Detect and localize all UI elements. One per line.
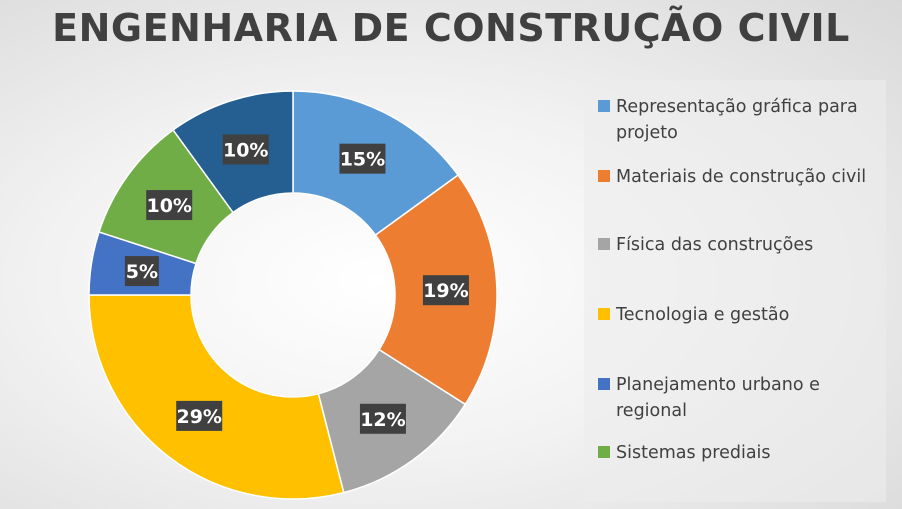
legend-label: Representação gráfica para projeto <box>616 97 858 143</box>
data-label-box <box>222 134 269 165</box>
data-label-text: 19% <box>423 280 468 302</box>
data-label-text: 10% <box>146 195 191 217</box>
data-label: 12% <box>359 403 406 434</box>
legend-swatch <box>598 308 610 320</box>
data-label-text: 10% <box>223 139 268 161</box>
legend-label: Materiais de construção civil <box>616 167 867 187</box>
legend-swatch <box>598 378 610 390</box>
chart-title: ENGENHARIA DE CONSTRUÇÃO CIVIL <box>52 6 850 50</box>
data-label-box <box>176 400 223 431</box>
data-label-text: 12% <box>360 409 405 431</box>
legend-label: Tecnologia e gestão <box>616 305 790 325</box>
data-label-text: 29% <box>176 406 221 428</box>
data-label: 19% <box>422 275 469 306</box>
legend-label: Sistemas prediais <box>616 443 771 463</box>
data-label-text: 5% <box>126 261 158 283</box>
donut-slice <box>88 294 345 500</box>
data-label-text: 15% <box>340 149 385 171</box>
legend-swatch <box>598 446 610 458</box>
chart-legend: Representação gráfica para projeto Mater… <box>584 80 886 502</box>
data-label-box <box>339 143 386 174</box>
data-label: 10% <box>222 134 269 165</box>
legend-label: Planejamento urbano e regional <box>616 375 820 421</box>
data-label-box <box>146 190 193 221</box>
legend-swatch <box>598 100 610 112</box>
donut-chart: 15% 19% 12% 29% 5% 10% 10% <box>88 90 498 500</box>
legend-swatch <box>598 238 610 250</box>
data-label: 5% <box>124 256 159 287</box>
data-label: 29% <box>176 400 223 431</box>
data-label-box <box>359 403 406 434</box>
legend-swatch <box>598 170 610 182</box>
legend-label: Física das construções <box>616 235 814 255</box>
data-label-box <box>422 275 469 306</box>
data-label: 10% <box>146 190 193 221</box>
data-label-box <box>124 256 159 287</box>
data-label: 15% <box>339 143 386 174</box>
